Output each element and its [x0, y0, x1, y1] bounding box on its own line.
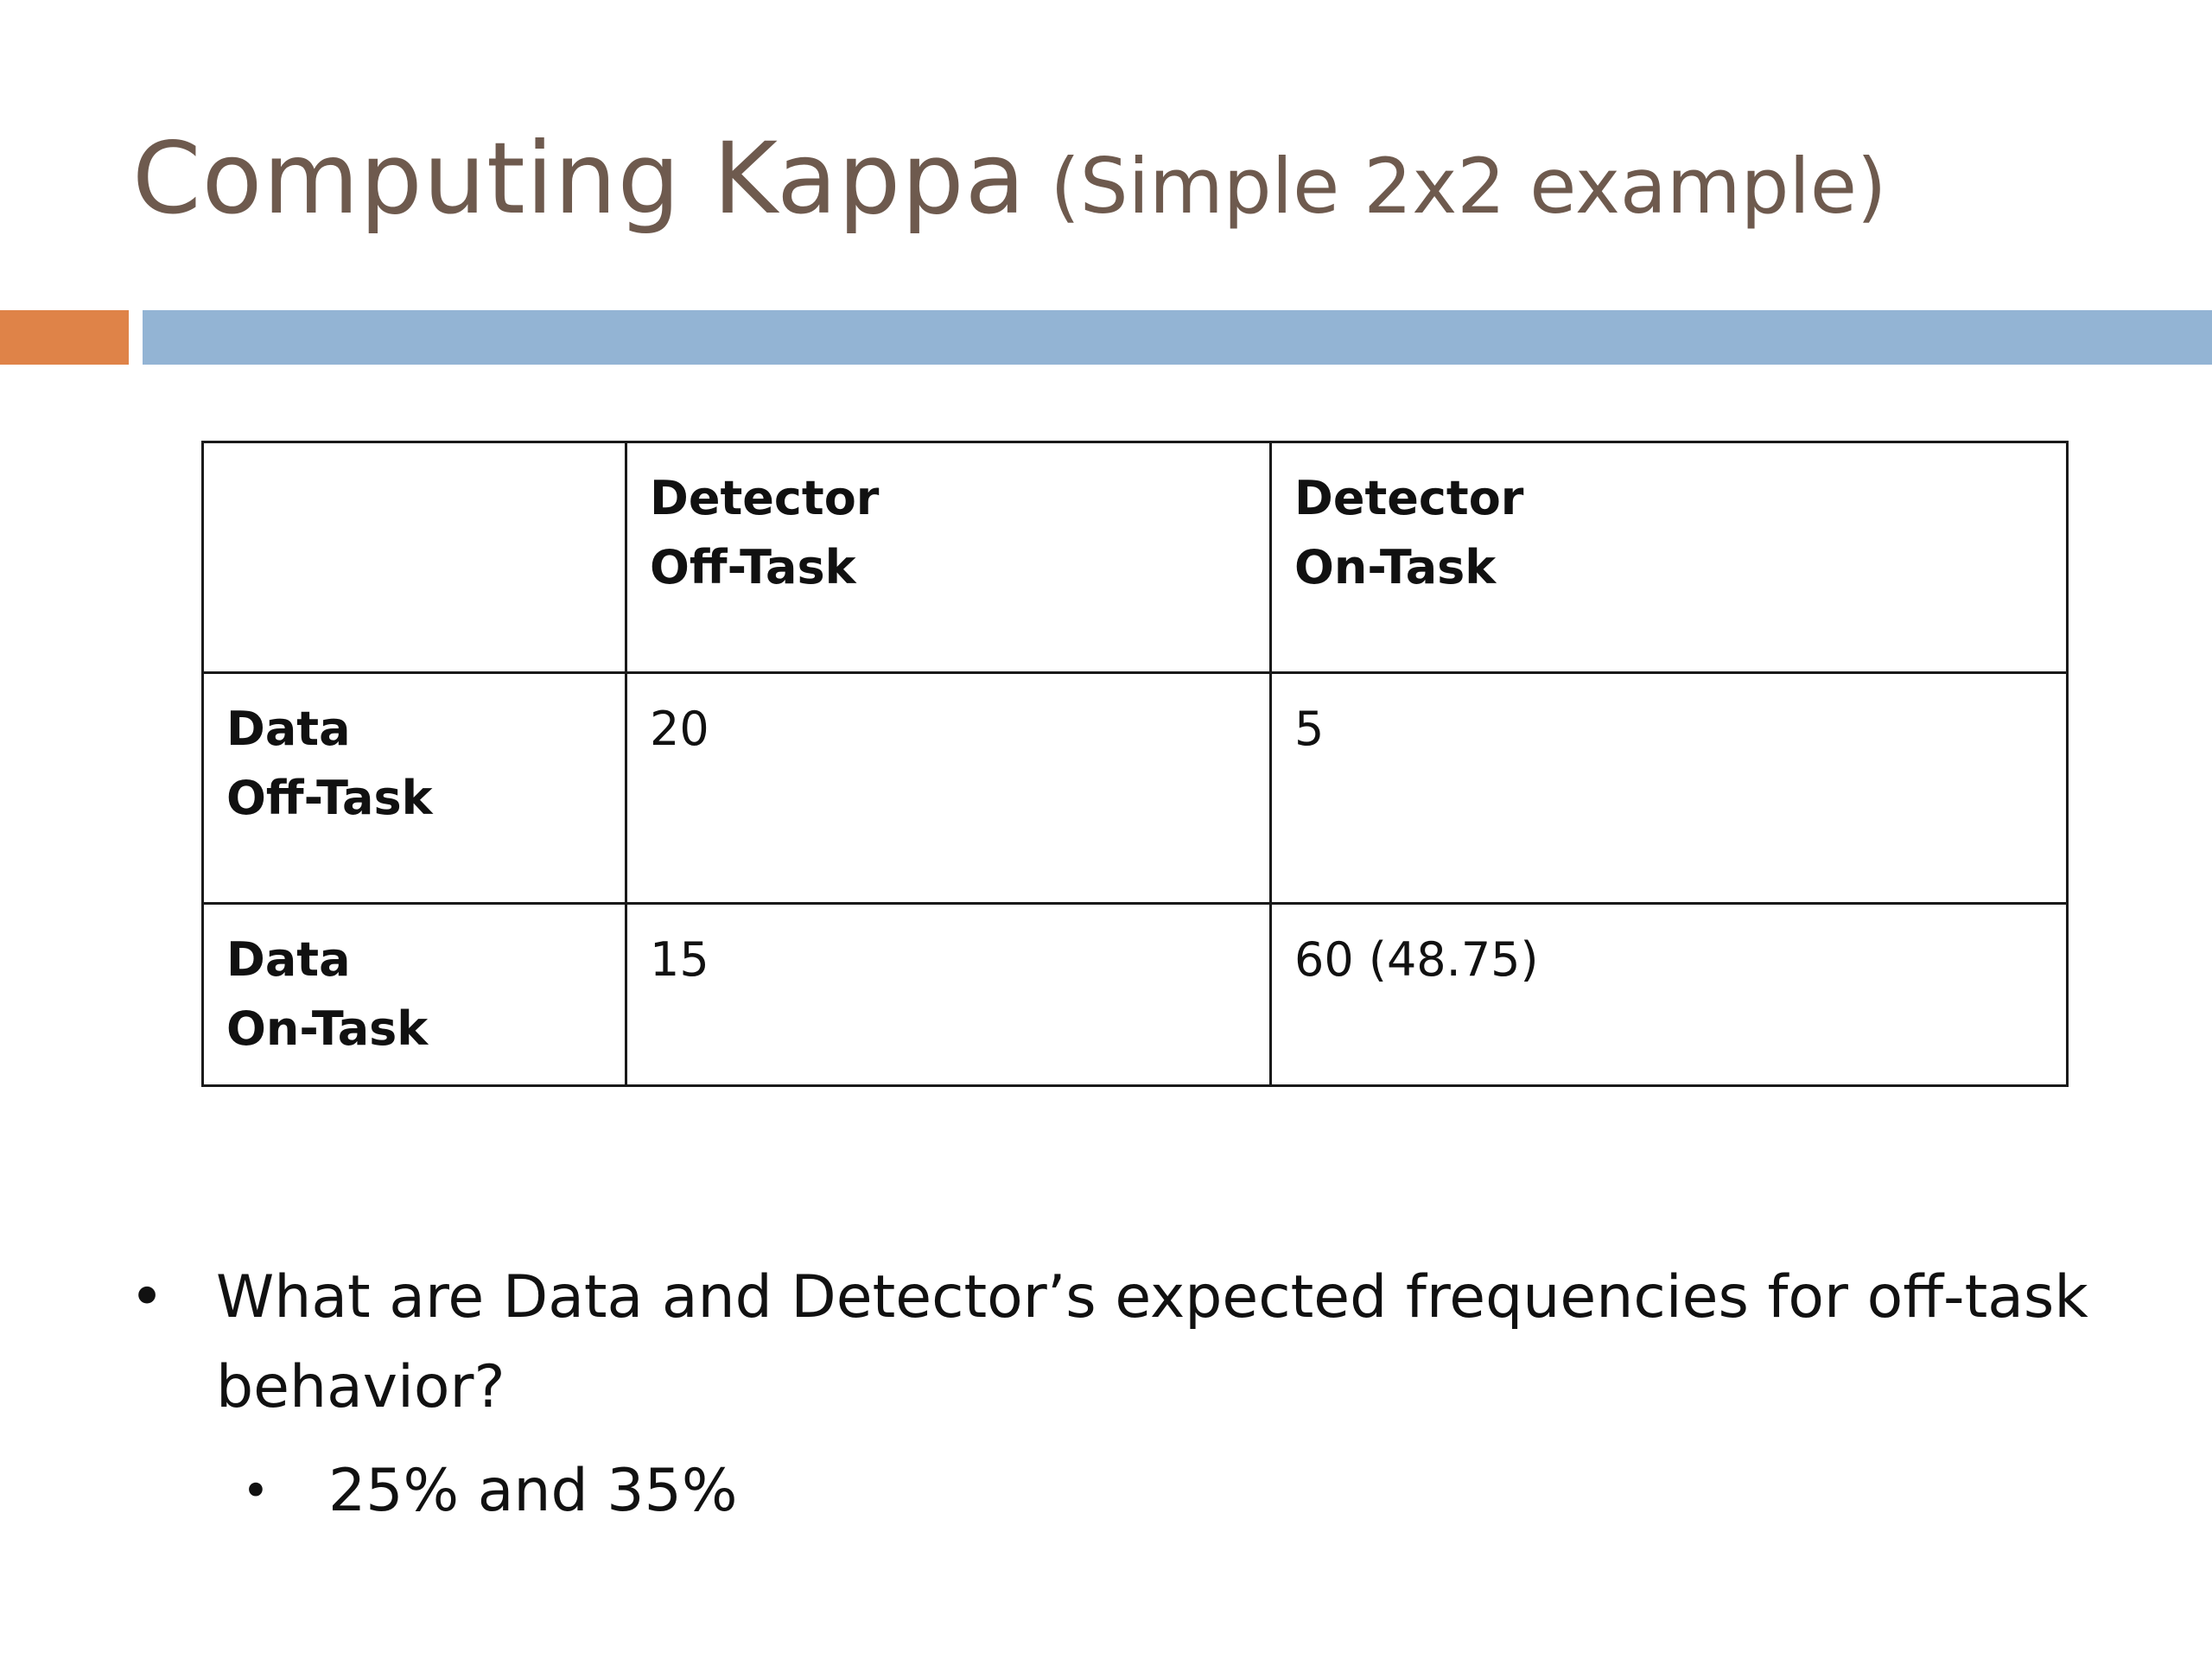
table-cell: 60 (48.75)	[1269, 902, 2069, 1087]
bullet-dot-icon: •	[242, 1464, 270, 1518]
title-accent-bar-orange	[0, 310, 129, 365]
table-row: Data Off-Task 20 5	[201, 671, 2069, 905]
title-accent-bar-blue	[143, 310, 2212, 365]
slide-title-subtitle: (Simple 2x2 example)	[1050, 142, 1887, 231]
row-label-line: Data	[226, 932, 351, 987]
table-cell: 5	[1269, 671, 2069, 905]
bullet-item-answer: • 25% and 35%	[242, 1446, 2117, 1536]
bullet-dot-icon: •	[130, 1263, 165, 1332]
confusion-matrix-table: Detector Off-Task Detector On-Task Data …	[201, 441, 2069, 1087]
answer-text: 25% and 35%	[328, 1457, 738, 1525]
table-row: Data On-Task 15 60 (48.75)	[201, 902, 2069, 1087]
row-label-data-off-task: Data Off-Task	[201, 671, 627, 905]
table-cell: 15	[625, 902, 1272, 1087]
question-text: What are Data and Detector’s expected fr…	[216, 1263, 2088, 1421]
table-corner-cell	[201, 441, 627, 674]
table-header-row: Detector Off-Task Detector On-Task	[201, 441, 2069, 674]
header-cell-line: Detector	[1294, 471, 1524, 525]
row-label-line: Data	[226, 702, 351, 756]
header-cell-line: Off-Task	[650, 540, 856, 594]
bullet-item-question: • What are Data and Detector’s expected …	[130, 1253, 2100, 1433]
slide-title-main: Computing Kappa	[132, 121, 1027, 236]
bullet-list: • What are Data and Detector’s expected …	[130, 1253, 2117, 1536]
slide-title: Computing Kappa (Simple 2x2 example)	[132, 130, 1886, 228]
row-label-line: Off-Task	[226, 771, 433, 825]
header-cell-line: Detector	[650, 471, 880, 525]
table-cell: 20	[625, 671, 1272, 905]
header-detector-on-task: Detector On-Task	[1269, 441, 2069, 674]
header-detector-off-task: Detector Off-Task	[625, 441, 1272, 674]
header-cell-line: On-Task	[1294, 540, 1497, 594]
row-label-line: On-Task	[226, 1001, 429, 1056]
row-label-data-on-task: Data On-Task	[201, 902, 627, 1087]
